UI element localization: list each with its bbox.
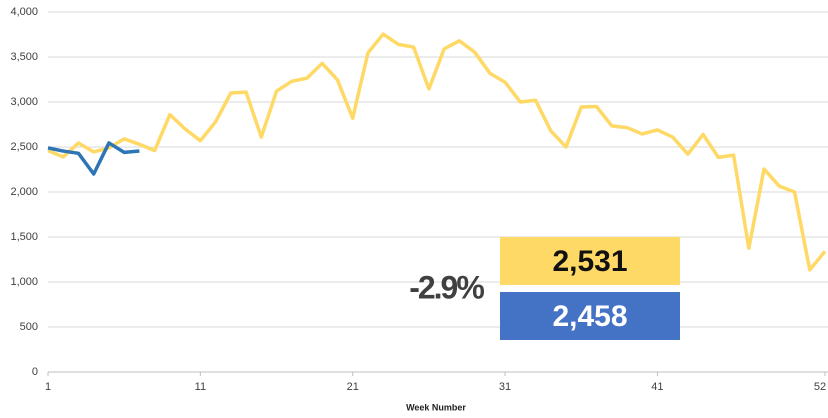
y-tick-label: 1,500 — [10, 231, 38, 243]
x-tick-label: 1 — [45, 381, 51, 393]
series-line — [47, 141, 140, 176]
kpi-value: 2,458 — [552, 300, 627, 333]
y-tick-label: 2,000 — [10, 186, 38, 198]
y-tick-label: 3,500 — [10, 51, 38, 63]
y-tick-label: 1,000 — [10, 276, 38, 288]
y-tick-label: 3,000 — [10, 96, 38, 108]
kpi-card — [500, 237, 680, 285]
y-tick-label: 0 — [32, 366, 38, 378]
kpi-value: 2,531 — [552, 245, 627, 278]
x-tick-label: 31 — [499, 381, 511, 393]
y-tick-label: 4,000 — [10, 6, 38, 18]
x-tick-label: 11 — [195, 381, 206, 393]
x-tick-label: 21 — [347, 381, 359, 393]
series-line — [47, 32, 827, 272]
y-tick-label: 2,500 — [10, 141, 38, 153]
y-tick-label: 500 — [20, 321, 38, 333]
x-tick-label: 52 — [814, 381, 826, 393]
x-axis-label: Week Number — [406, 402, 466, 412]
change-label: -2.9% — [409, 269, 484, 305]
x-tick-label: 41 — [651, 381, 663, 393]
kpi-card — [500, 292, 680, 340]
